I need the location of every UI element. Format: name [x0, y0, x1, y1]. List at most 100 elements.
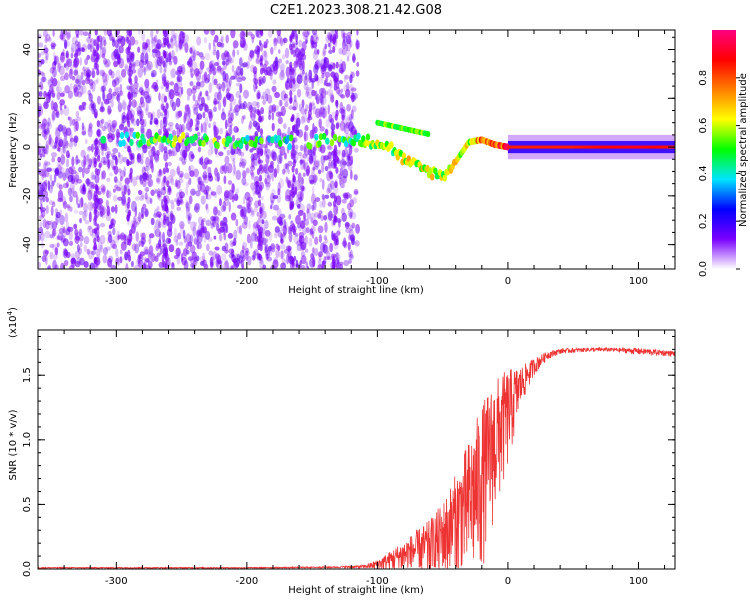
spectrogram-signal-cell [365, 133, 371, 141]
spectrogram-noise-cell [242, 62, 248, 68]
spectrogram-noise-cell [173, 227, 177, 237]
spectrogram-noise-cell [274, 92, 280, 99]
spectrogram-noise-cell [204, 52, 211, 61]
spectrogram-noise-cell [177, 65, 183, 73]
spectrogram-noise-cell [350, 71, 355, 79]
spectrogram-noise-cell [205, 90, 209, 97]
spectrogram-noise-cell [93, 62, 97, 70]
spectrogram-noise-cell [311, 89, 316, 97]
spectrogram-noise-cell [247, 255, 252, 266]
spectrogram-noise-cell [289, 97, 293, 105]
spectrogram-noise-cell [324, 71, 331, 78]
spectrogram-noise-cell [206, 108, 213, 115]
spectrogram-noise-cell [328, 170, 333, 179]
spectrogram-noise-cell [101, 46, 107, 56]
spectrogram-noise-cell [101, 53, 106, 59]
spectrogram-noise-cell [224, 155, 230, 165]
spectrogram-noise-cell [266, 181, 269, 187]
spectrogram-noise-cell [223, 191, 229, 201]
spectrogram-noise-cell [238, 225, 243, 235]
spectrogram-noise-cell [128, 172, 132, 180]
spectrogram-noise-cell [322, 46, 327, 56]
spectrogram-noise-cell [235, 110, 239, 117]
spectrogram-noise-cell [41, 181, 48, 192]
spectrogram-noise-cell [342, 237, 347, 249]
spectrogram-noise-cell [167, 122, 174, 127]
spectrogram-noise-cell [299, 159, 304, 164]
figure-title: C2E1.2023.308.21.42.G08 [270, 3, 442, 18]
spectrogram-noise-cell [353, 189, 359, 195]
spectrogram-noise-cell [106, 177, 111, 183]
spectrogram-noise-cell [144, 209, 147, 216]
spectrogram-noise-cell [320, 214, 324, 222]
spectrogram-noise-cell [315, 165, 319, 171]
spectrogram-noise-cell [153, 34, 158, 43]
spectrogram-noise-cell [306, 165, 311, 175]
spectrogram-noise-cell [40, 76, 47, 83]
spectrogram-noise-cell [112, 49, 119, 57]
spectrogram-noise-cell [105, 73, 109, 83]
spectrogram-noise-cell [278, 178, 284, 189]
spectrogram-noise-cell [345, 44, 349, 52]
spectrogram-noise-cell [73, 69, 79, 81]
spectrogram-noise-cell [112, 147, 119, 154]
spectrogram-noise-cell [234, 253, 240, 262]
spectrogram-noise-cell [167, 149, 172, 155]
spectrogram-noise-cell [55, 111, 60, 119]
spectrogram-noise-cell [57, 197, 64, 203]
spectrogram-noise-cell [176, 127, 181, 137]
spectrogram-noise-cell [101, 85, 107, 92]
spectrogram-noise-cell [63, 104, 67, 109]
spectrogram-signal-cell [287, 143, 292, 151]
spectrogram-noise-cell [170, 213, 176, 224]
spectrogram-noise-cell [220, 111, 227, 121]
spectrogram-noise-cell [332, 37, 336, 45]
spectrogram-noise-cell [253, 112, 256, 119]
spectrogram-noise-cell [139, 194, 145, 201]
spectrogram-noise-cell [55, 128, 61, 138]
spectrogram-noise-cell [265, 38, 269, 45]
spectrogram-noise-cell [340, 94, 346, 99]
spectrogram-noise-cell [189, 118, 194, 128]
spectrogram-noise-cell [56, 91, 61, 100]
spectrogram-noise-cell [197, 230, 202, 236]
spectrogram-noise-cell [87, 124, 92, 133]
spectrogram-noise-cell [252, 230, 258, 237]
spectrogram-noise-cell [335, 61, 339, 69]
spectrogram-noise-cell [44, 163, 49, 172]
spectrogram-noise-cell [133, 220, 138, 226]
spectrogram-noise-cell [338, 172, 342, 179]
spectrogram-noise-cell [322, 244, 329, 255]
spectrogram-noise-cell [342, 39, 346, 50]
spectrogram-noise-cell [175, 44, 179, 53]
spectrogram-noise-cell [77, 203, 80, 209]
spectrogram-noise-cell [60, 75, 66, 82]
spectrogram-noise-cell [165, 57, 169, 63]
spectrogram-noise-cell [144, 45, 149, 54]
spectrogram-noise-cell [312, 199, 317, 211]
spectrogram-noise-cell [241, 241, 248, 251]
spectrogram-noise-cell [59, 209, 63, 216]
spectrogram-noise-cell [255, 30, 260, 38]
spectrogram-noise-cell [136, 106, 143, 115]
spectrogram-noise-cell [208, 111, 214, 119]
spectrogram-noise-cell [328, 49, 333, 55]
spectrogram-noise-cell [104, 121, 109, 129]
spectrogram-noise-cell [323, 235, 328, 241]
spectrogram-noise-cell [163, 37, 167, 45]
spectrogram-noise-cell [86, 177, 90, 187]
spectrogram-noise-cell [70, 172, 74, 182]
spectrogram-noise-cell [210, 191, 217, 196]
spectrogram-noise-cell [113, 84, 117, 94]
spectrogram-noise-cell [265, 182, 271, 191]
spectrogram-noise-cell [321, 50, 326, 58]
spectrogram-y-tick-label: -40 [22, 236, 33, 252]
spectrogram-noise-cell [96, 95, 101, 105]
spectrogram-noise-cell [349, 234, 356, 242]
spectrogram-noise-cell [100, 101, 104, 112]
spectrogram-noise-cell [167, 257, 171, 268]
spectrogram-noise-cell [52, 67, 57, 78]
spectrogram-noise-cell [148, 45, 151, 53]
spectrogram-noise-cell [312, 160, 316, 172]
spectrogram-noise-cell [110, 159, 115, 169]
